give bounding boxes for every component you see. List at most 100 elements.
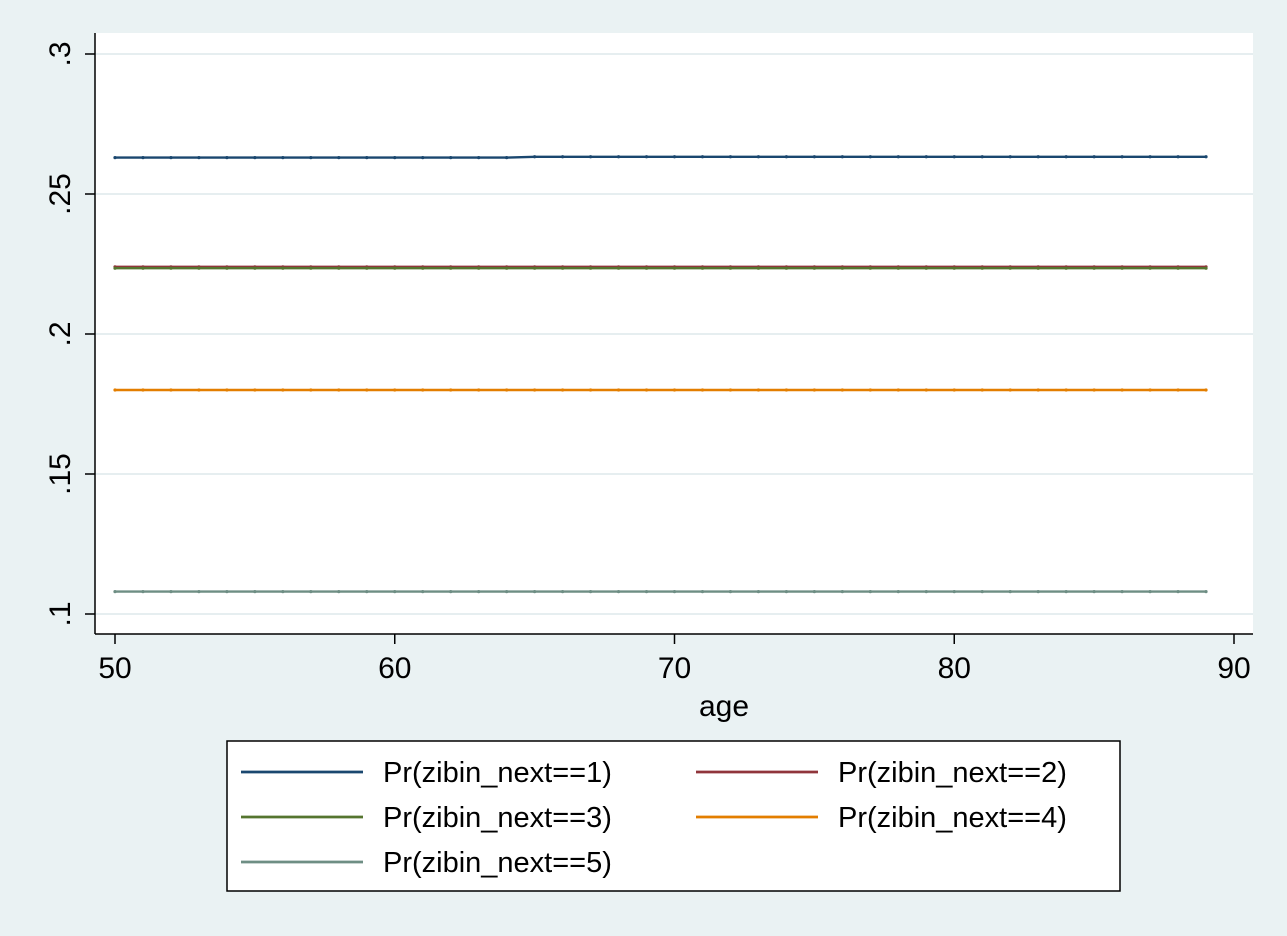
data-point-s5 [1148,590,1152,594]
x-tick-label: 80 [938,652,971,685]
data-point-s4 [113,388,117,392]
data-point-s5 [868,590,872,594]
data-point-s1 [756,155,761,159]
data-point-s4 [421,388,425,392]
data-point-s4 [169,388,173,392]
data-point-s3 [113,266,117,270]
data-point-s3 [868,266,872,270]
data-point-s1 [812,155,816,159]
data-point-s3 [896,266,900,270]
data-point-s1 [477,156,481,160]
data-point-s4 [1064,388,1068,392]
data-point-s3 [477,266,481,270]
data-point-s5 [449,590,453,594]
data-point-s4 [644,388,649,392]
data-point-s3 [1120,266,1124,270]
data-point-s1 [253,156,257,160]
data-point-s4 [896,388,900,392]
legend-label-5: Pr(zibin_next==5) [383,847,612,879]
data-point-s3 [1036,266,1040,270]
data-point-s4 [393,388,397,392]
data-point-s5 [113,590,117,594]
data-point-s4 [281,388,285,392]
data-point-s3 [393,266,397,270]
data-point-s5 [588,590,593,594]
data-point-s4 [588,388,593,392]
data-point-s3 [700,266,705,270]
data-point-s3 [505,266,509,270]
data-point-s3 [1176,266,1180,270]
data-point-s5 [365,590,369,594]
data-point-s5 [1036,590,1040,594]
data-point-s4 [561,388,565,392]
data-point-s4 [197,388,201,392]
data-point-s5 [421,590,425,594]
data-point-s4 [1008,388,1012,392]
data-point-s3 [169,266,173,270]
data-point-s1 [672,155,677,159]
legend-label-3: Pr(zibin_next==3) [383,802,612,834]
data-point-s5 [393,590,397,594]
data-point-s1 [868,155,872,159]
data-point-s1 [421,156,425,160]
data-point-s5 [281,590,285,594]
data-point-s5 [1120,590,1124,594]
data-point-s1 [784,155,789,159]
data-point-s3 [980,266,984,270]
data-point-s3 [952,266,956,270]
data-point-s1 [1036,155,1040,159]
series-line-1 [115,155,1206,159]
data-point-s4 [477,388,481,392]
data-point-s1 [113,156,117,160]
data-point-s5 [1204,590,1208,594]
data-point-s5 [1008,590,1012,594]
data-point-s4 [980,388,984,392]
data-point-s3 [253,266,257,270]
data-point-s4 [505,388,509,392]
data-point-s1 [141,156,145,160]
data-point-s1 [896,155,900,159]
data-point-s1 [700,155,705,159]
data-point-s1 [1148,155,1152,159]
data-point-s3 [1148,266,1152,270]
data-point-s5 [672,590,677,594]
x-tick-label: 70 [658,652,691,685]
data-point-s3 [421,266,425,270]
data-point-s3 [337,266,341,270]
data-point-s5 [784,590,789,594]
data-point-s3 [756,266,761,270]
data-point-s1 [561,155,565,159]
data-point-s1 [616,155,621,159]
data-point-s1 [1064,155,1068,159]
data-point-s4 [337,388,341,392]
data-point-s4 [840,388,844,392]
data-point-s3 [672,266,677,270]
data-point-s3 [365,266,369,270]
data-point-s4 [868,388,872,392]
data-point-s1 [365,156,369,160]
data-point-s5 [1092,590,1096,594]
data-point-s5 [561,590,565,594]
legend: Pr(zibin_next==1) Pr(zibin_next==2) Pr(zib… [226,740,1121,892]
data-point-s4 [1120,388,1124,392]
data-point-s4 [728,388,733,392]
data-point-s1 [505,156,509,160]
data-point-s3 [812,266,816,270]
data-point-s3 [197,266,201,270]
data-point-s1 [1120,155,1124,159]
data-point-s4 [672,388,677,392]
data-point-s3 [533,266,537,270]
legend-label-2: Pr(zibin_next==2) [838,757,1067,789]
data-point-s1 [1204,155,1208,159]
data-point-s5 [533,590,537,594]
data-point-s3 [784,266,789,270]
data-point-s3 [225,266,229,270]
data-point-s4 [1148,388,1152,392]
data-point-s5 [225,590,229,594]
data-point-s4 [756,388,761,392]
data-point-s5 [616,590,621,594]
data-point-s3 [1064,266,1068,270]
data-point-s3 [1204,266,1208,270]
data-point-s1 [1176,155,1180,159]
data-point-s3 [309,266,313,270]
